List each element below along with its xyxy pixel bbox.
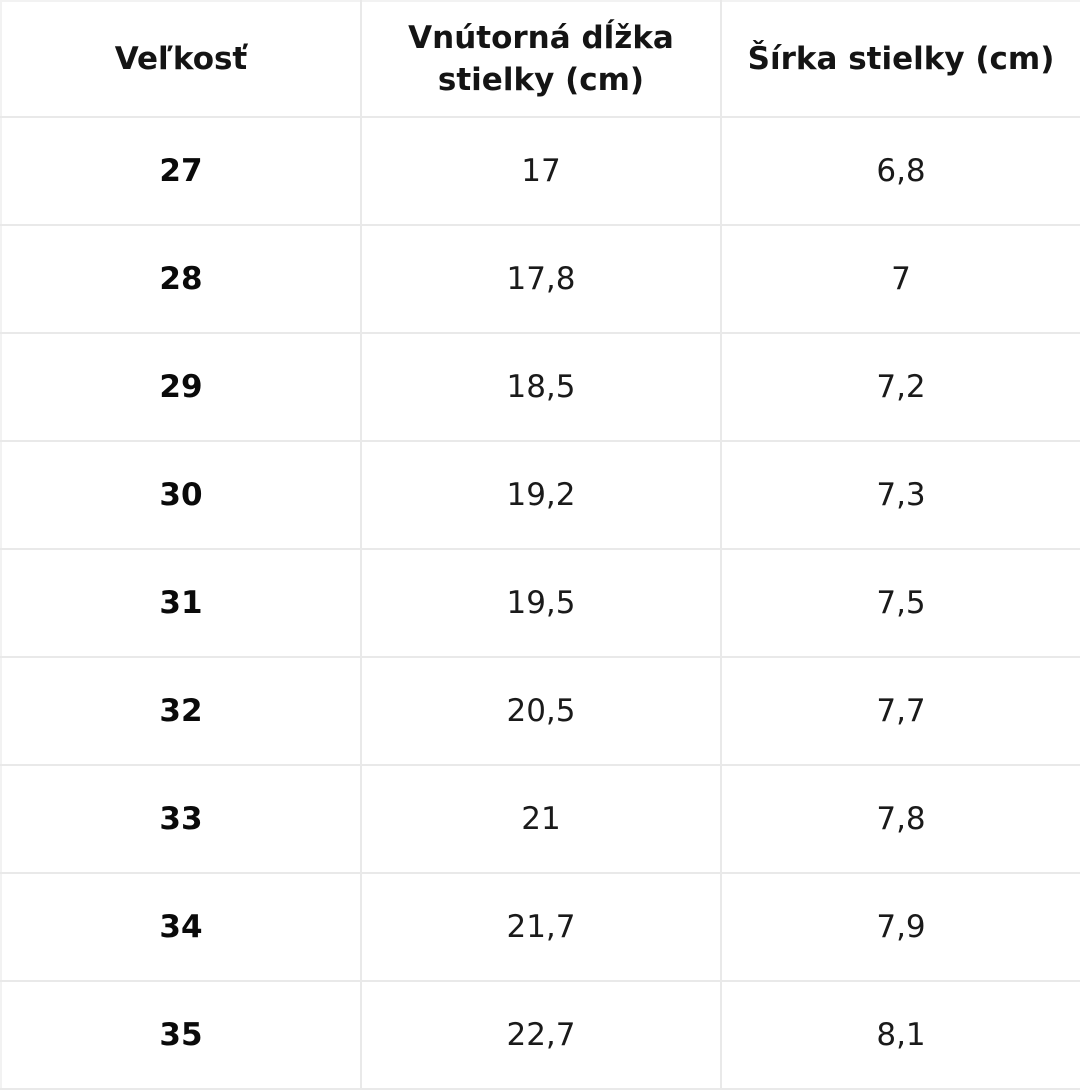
cell-size: 34 <box>0 872 362 982</box>
cell-size: 33 <box>0 764 362 874</box>
cell-size: 29 <box>0 332 362 442</box>
table-header: Veľkosť Vnútorná dĺžka stielky (cm) Šírk… <box>0 0 1080 118</box>
table-row: 31 19,5 7,5 <box>0 548 1080 658</box>
cell-insole-width: 7,5 <box>720 548 1080 658</box>
table-row: 30 19,2 7,3 <box>0 440 1080 550</box>
table-row: 35 22,7 8,1 <box>0 980 1080 1090</box>
cell-insole-width: 7,3 <box>720 440 1080 550</box>
cell-inner-length: 21,7 <box>360 872 722 982</box>
header-insole-width: Šírka stielky (cm) <box>720 0 1080 118</box>
table-row: 34 21,7 7,9 <box>0 872 1080 982</box>
cell-inner-length: 20,5 <box>360 656 722 766</box>
cell-inner-length: 17,8 <box>360 224 722 334</box>
header-row: Veľkosť Vnútorná dĺžka stielky (cm) Šírk… <box>0 0 1080 118</box>
header-inner-length-label: Vnútorná dĺžka stielky (cm) <box>408 20 674 98</box>
cell-size: 32 <box>0 656 362 766</box>
header-insole-width-label: Šírka stielky (cm) <box>747 41 1055 77</box>
cell-insole-width: 7,8 <box>720 764 1080 874</box>
cell-size: 35 <box>0 980 362 1090</box>
cell-size: 27 <box>0 116 362 226</box>
cell-insole-width: 6,8 <box>720 116 1080 226</box>
header-size-label: Veľkosť <box>114 41 248 77</box>
cell-inner-length: 18,5 <box>360 332 722 442</box>
cell-inner-length: 17 <box>360 116 722 226</box>
table-row: 27 17 6,8 <box>0 116 1080 226</box>
cell-inner-length: 21 <box>360 764 722 874</box>
cell-size: 28 <box>0 224 362 334</box>
table-row: 32 20,5 7,7 <box>0 656 1080 766</box>
cell-insole-width: 8,1 <box>720 980 1080 1090</box>
table-row: 33 21 7,8 <box>0 764 1080 874</box>
header-size: Veľkosť <box>0 0 362 118</box>
cell-inner-length: 22,7 <box>360 980 722 1090</box>
table-body: 27 17 6,8 28 17,8 7 29 18,5 7,2 30 19,2 … <box>0 116 1080 1090</box>
cell-insole-width: 7,7 <box>720 656 1080 766</box>
cell-inner-length: 19,2 <box>360 440 722 550</box>
table-row: 29 18,5 7,2 <box>0 332 1080 442</box>
cell-insole-width: 7,2 <box>720 332 1080 442</box>
cell-size: 31 <box>0 548 362 658</box>
header-inner-length: Vnútorná dĺžka stielky (cm) <box>360 0 722 118</box>
cell-insole-width: 7,9 <box>720 872 1080 982</box>
cell-inner-length: 19,5 <box>360 548 722 658</box>
table-row: 28 17,8 7 <box>0 224 1080 334</box>
cell-insole-width: 7 <box>720 224 1080 334</box>
cell-size: 30 <box>0 440 362 550</box>
